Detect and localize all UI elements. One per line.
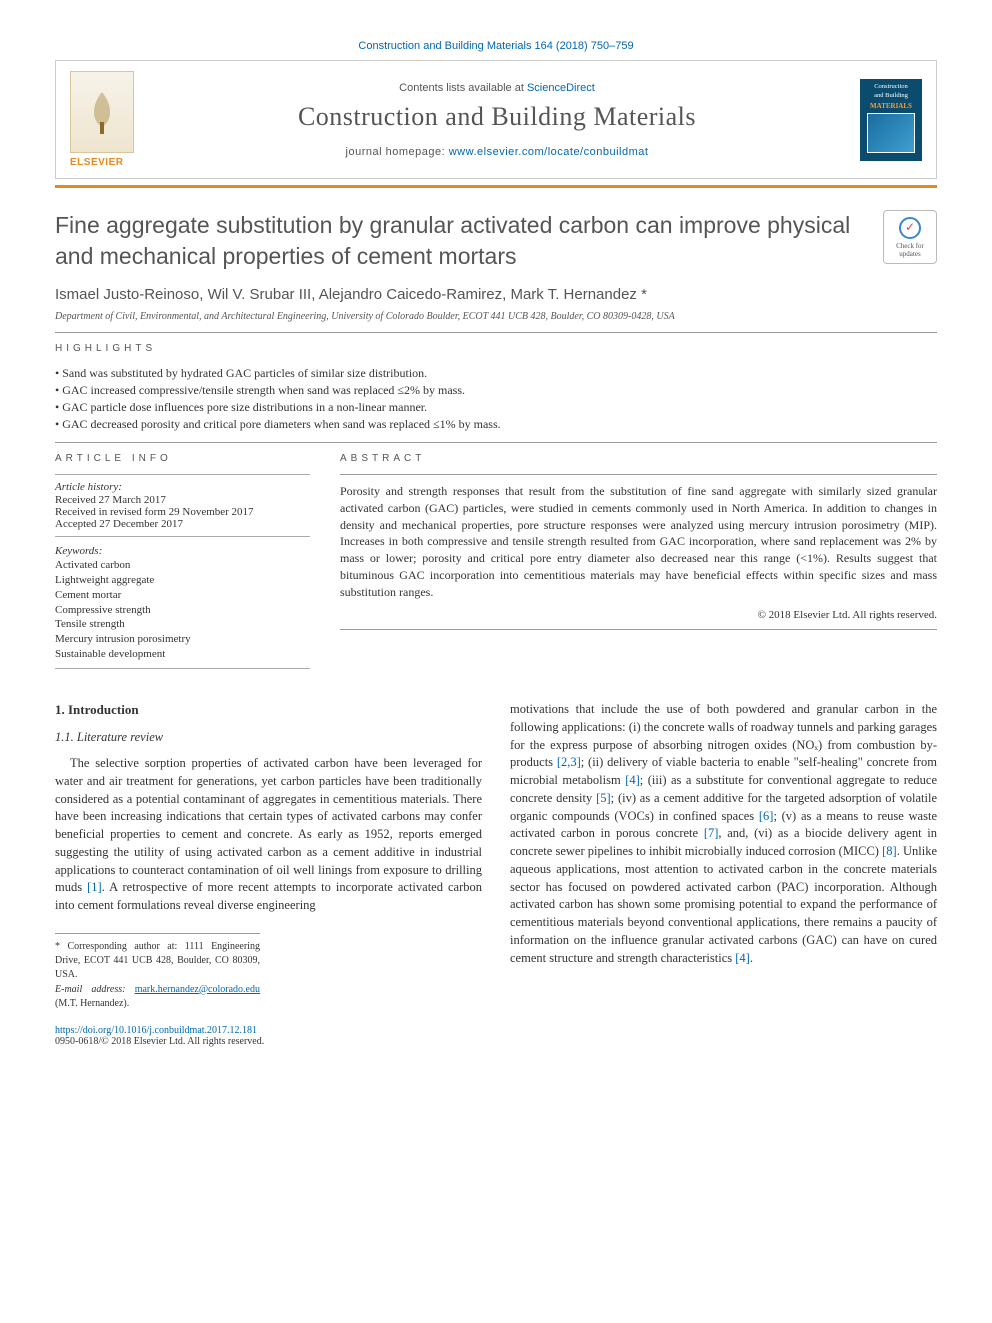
keyword-item: Sustainable development xyxy=(55,647,310,662)
divider xyxy=(55,332,937,333)
doi-link[interactable]: https://doi.org/10.1016/j.conbuildmat.20… xyxy=(55,1025,257,1036)
cover-image-icon xyxy=(867,113,915,153)
divider xyxy=(55,442,937,443)
history-item: Received 27 March 2017 xyxy=(55,494,310,506)
email-line: E-mail address: mark.hernandez@colorado.… xyxy=(55,983,260,1011)
abstract-text: Porosity and strength responses that res… xyxy=(340,483,937,601)
sciencedirect-link[interactable]: ScienceDirect xyxy=(527,82,595,94)
journal-header-center: Contents lists available at ScienceDirec… xyxy=(148,82,846,158)
email-label: E-mail address: xyxy=(55,984,135,995)
footer-block: https://doi.org/10.1016/j.conbuildmat.20… xyxy=(55,1025,937,1047)
body-text: The selective sorption properties of act… xyxy=(55,756,482,894)
journal-homepage-link[interactable]: www.elsevier.com/locate/conbuildmat xyxy=(449,146,649,158)
email-link[interactable]: mark.hernandez@colorado.edu xyxy=(135,984,260,995)
abstract-copyright: © 2018 Elsevier Ltd. All rights reserved… xyxy=(340,609,937,621)
history-item: Accepted 27 December 2017 xyxy=(55,518,310,530)
authors-line: Ismael Justo-Reinoso, Wil V. Srubar III,… xyxy=(55,286,937,303)
keyword-item: Mercury intrusion porosimetry xyxy=(55,632,310,647)
issn-copyright-line: 0950-0618/© 2018 Elsevier Ltd. All right… xyxy=(55,1036,264,1047)
journal-homepage-line: journal homepage: www.elsevier.com/locat… xyxy=(148,146,846,158)
citation-link[interactable]: [2,3] xyxy=(557,755,581,769)
citation-link[interactable]: [1] xyxy=(87,880,102,894)
body-paragraph: motivations that include the use of both… xyxy=(510,701,937,967)
highlight-item: Sand was substituted by hydrated GAC par… xyxy=(55,366,937,381)
abstract-column: ABSTRACT Porosity and strength responses… xyxy=(340,453,937,675)
history-item: Received in revised form 29 November 201… xyxy=(55,506,310,518)
orange-divider xyxy=(55,185,937,188)
body-text: . xyxy=(750,951,753,965)
keywords-label: Keywords: xyxy=(55,545,310,557)
highlights-list: Sand was substituted by hydrated GAC par… xyxy=(55,366,937,432)
publisher-name: ELSEVIER xyxy=(70,157,134,168)
cover-line-3: MATERIALS xyxy=(870,102,912,110)
body-text: . Unlike aqueous applications, most atte… xyxy=(510,844,937,965)
journal-cover-thumb: Construction and Building MATERIALS xyxy=(860,79,922,161)
affiliation-line: Department of Civil, Environmental, and … xyxy=(55,311,937,322)
highlight-item: GAC decreased porosity and critical pore… xyxy=(55,417,937,432)
check-updates-badge[interactable]: ✓ Check for updates xyxy=(883,210,937,264)
highlights-section: HIGHLIGHTS Sand was substituted by hydra… xyxy=(55,343,937,432)
article-info-label: ARTICLE INFO xyxy=(55,453,310,464)
keyword-item: Cement mortar xyxy=(55,588,310,603)
abstract-label: ABSTRACT xyxy=(340,453,937,464)
corresponding-author-note: * Corresponding author at: 1111 Engineer… xyxy=(55,940,260,983)
citation-link[interactable]: [8] xyxy=(882,844,897,858)
journal-title: Construction and Building Materials xyxy=(148,102,846,132)
contents-available-line: Contents lists available at ScienceDirec… xyxy=(148,82,846,94)
citation-link[interactable]: [4] xyxy=(625,773,640,787)
check-updates-line2: updates xyxy=(899,250,920,258)
citation-link[interactable]: [4] xyxy=(735,951,750,965)
journal-header-box: ELSEVIER Contents lists available at Sci… xyxy=(55,60,937,179)
highlight-item: GAC increased compressive/tensile streng… xyxy=(55,383,937,398)
subsection-heading-1-1: 1.1. Literature review xyxy=(55,729,482,747)
citation-link[interactable]: [6] xyxy=(759,809,774,823)
body-paragraph: The selective sorption properties of act… xyxy=(55,755,482,915)
homepage-prefix: journal homepage: xyxy=(346,146,449,158)
publisher-logo: ELSEVIER xyxy=(70,71,134,168)
keyword-item: Activated carbon xyxy=(55,558,310,573)
check-updates-icon: ✓ xyxy=(899,217,921,239)
keywords-list: Activated carbon Lightweight aggregate C… xyxy=(55,558,310,662)
highlight-item: GAC particle dose influences pore size d… xyxy=(55,400,937,415)
body-text-columns: 1. Introduction 1.1. Literature review T… xyxy=(55,701,937,1011)
history-label: Article history: xyxy=(55,481,310,493)
citation-header: Construction and Building Materials 164 … xyxy=(55,40,937,52)
cover-line-2: and Building xyxy=(874,92,908,100)
section-heading-1: 1. Introduction xyxy=(55,701,482,719)
citation-link[interactable]: [7] xyxy=(704,826,719,840)
contents-prefix: Contents lists available at xyxy=(399,82,527,94)
highlights-label: HIGHLIGHTS xyxy=(55,343,937,354)
body-text: . A retrospective of more recent attempt… xyxy=(55,880,482,912)
check-updates-line1: Check for xyxy=(896,242,924,250)
cover-line-1: Construction xyxy=(874,83,908,91)
footnote-block: * Corresponding author at: 1111 Engineer… xyxy=(55,933,260,1011)
keyword-item: Compressive strength xyxy=(55,603,310,618)
elsevier-tree-icon xyxy=(70,71,134,153)
email-person: (M.T. Hernandez). xyxy=(55,998,129,1009)
article-info-column: ARTICLE INFO Article history: Received 2… xyxy=(55,453,310,675)
keyword-item: Lightweight aggregate xyxy=(55,573,310,588)
citation-link[interactable]: [5] xyxy=(596,791,611,805)
keyword-item: Tensile strength xyxy=(55,617,310,632)
article-title: Fine aggregate substitution by granular … xyxy=(55,210,865,272)
